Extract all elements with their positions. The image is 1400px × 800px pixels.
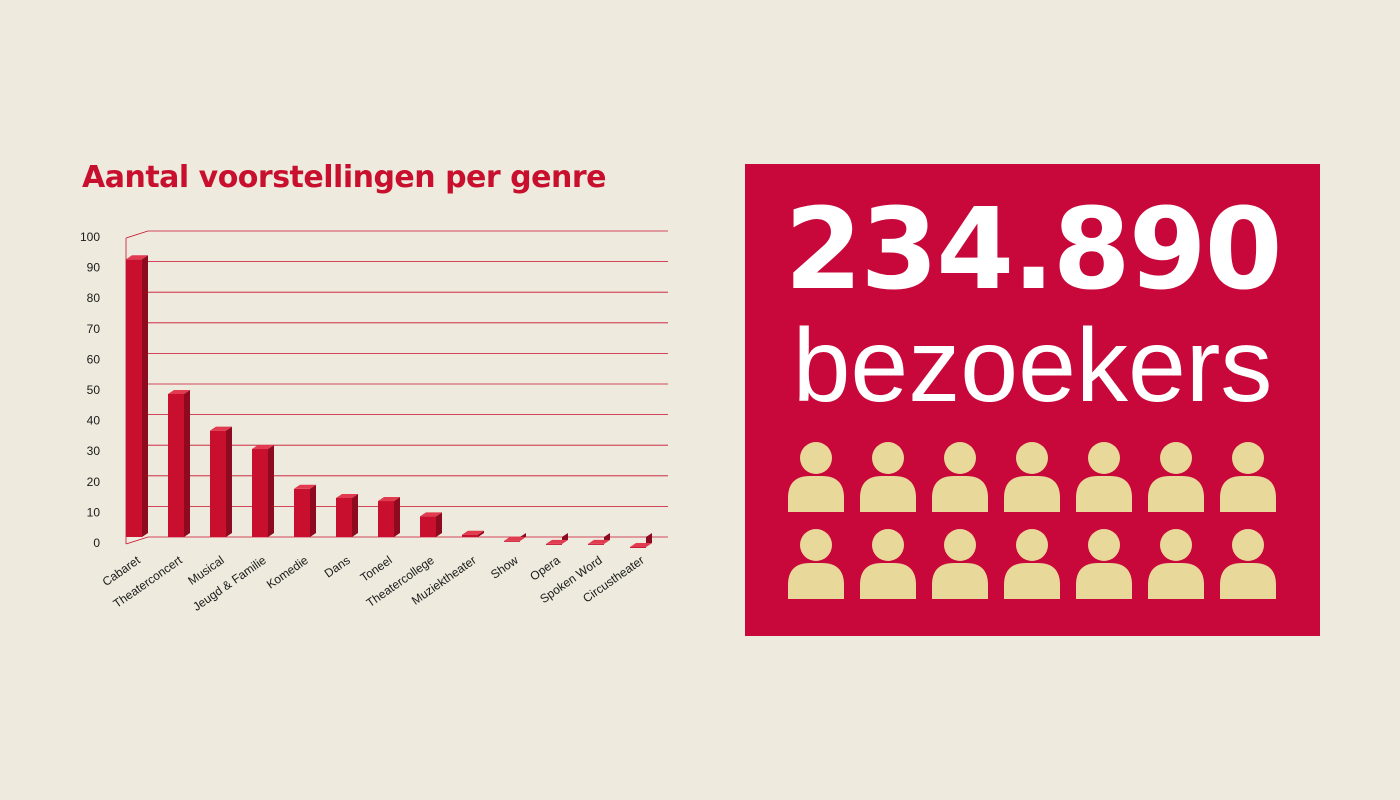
person-icon [1148, 529, 1204, 599]
grid-line-slant [125, 536, 149, 545]
bar-front [168, 393, 184, 537]
visitor-label: bezoekers [792, 308, 1273, 424]
bar [210, 426, 232, 537]
bar-side [184, 389, 190, 537]
bar-front [420, 516, 436, 537]
bar-top [252, 445, 274, 450]
bar-front [336, 497, 352, 537]
person-icon [788, 529, 844, 599]
bar [588, 533, 610, 545]
bar-top [630, 542, 652, 547]
category-label: Opera [527, 553, 563, 584]
category-label: Komedie [264, 553, 311, 592]
category-label: Dans [322, 553, 353, 581]
person-icon [1076, 442, 1132, 512]
bar-top [462, 530, 484, 535]
bar-top [588, 539, 610, 544]
person-icon [1076, 529, 1132, 599]
bar-top [126, 255, 148, 260]
bar [126, 255, 148, 538]
bar-front [504, 540, 520, 542]
bar-side [310, 484, 316, 537]
bar-front [252, 449, 268, 537]
person-icon [1220, 442, 1276, 512]
bar-side [394, 497, 400, 537]
bar [420, 512, 442, 537]
y-tick-label: 90 [87, 261, 101, 275]
bar-side [352, 493, 358, 537]
bar-top [168, 389, 190, 394]
grid-lines [125, 230, 668, 545]
bar-top [336, 493, 358, 498]
people-icon-grid [788, 442, 1278, 599]
y-tick-label: 10 [87, 505, 101, 519]
person-icon [932, 529, 988, 599]
y-tick-label: 30 [87, 444, 101, 458]
bar [294, 484, 316, 537]
bar [630, 533, 652, 548]
bar-front [126, 259, 142, 537]
bar [252, 445, 274, 537]
person-icon [1004, 529, 1060, 599]
y-tick-label: 70 [87, 322, 101, 336]
chart-title: Aantal voorstellingen per genre [82, 160, 606, 195]
bar-top [210, 426, 232, 431]
bar-chart: 0 10 20 30 40 50 60 70 80 90 100 CabaretTheatercon… [80, 230, 668, 614]
y-tick-label: 100 [80, 230, 100, 244]
bar-top [420, 512, 442, 517]
bar [168, 389, 190, 537]
bar-front [588, 543, 604, 545]
bar [336, 493, 358, 537]
bar [462, 530, 484, 537]
person-icon [860, 442, 916, 512]
visitor-stat-panel: 234.890 bezoekers [745, 164, 1320, 636]
bar-front [630, 546, 646, 548]
bar-side [478, 530, 484, 537]
bar-top [504, 536, 526, 541]
person-icon [1220, 529, 1276, 599]
y-tick-label: 20 [87, 475, 101, 489]
bars [126, 255, 652, 548]
bar-top [546, 539, 568, 544]
person-icon [788, 442, 844, 512]
y-tick-label: 0 [93, 536, 100, 550]
bar-front [294, 488, 310, 537]
y-tick-label: 40 [87, 414, 101, 428]
bar [546, 533, 568, 545]
y-tick-label: 60 [87, 352, 101, 366]
bar [378, 497, 400, 537]
bar-front [378, 501, 394, 537]
visitor-count: 234.890 [784, 185, 1282, 315]
bar-front [462, 534, 478, 537]
y-tick-label: 80 [87, 291, 101, 305]
bar [504, 533, 526, 542]
bar-front [210, 430, 226, 537]
person-icon [1004, 442, 1060, 512]
bar-side [142, 255, 148, 538]
bar-top [294, 484, 316, 489]
y-tick-label: 50 [87, 383, 101, 397]
person-icon [860, 529, 916, 599]
person-icon [932, 442, 988, 512]
bar-side [268, 445, 274, 537]
grid-line-slant [125, 230, 149, 239]
bar-top [378, 497, 400, 502]
person-icon [1148, 442, 1204, 512]
bar-front [546, 543, 562, 545]
category-label: Show [488, 553, 521, 582]
bar-side [436, 512, 442, 537]
y-axis-ticks: 0 10 20 30 40 50 60 70 80 90 100 [80, 230, 100, 550]
bar-side [226, 426, 232, 537]
category-label: Jeugd & Familie [190, 553, 269, 614]
